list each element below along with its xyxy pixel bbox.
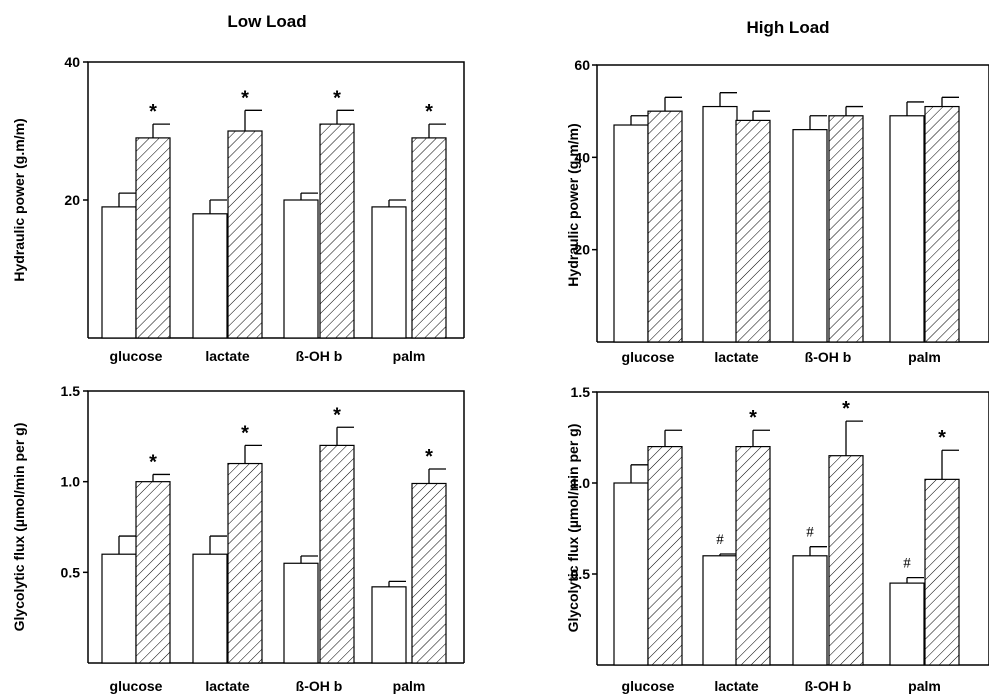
bar-beta-oh-b-open — [283, 562, 319, 664]
bar-beta-oh-b-open — [792, 555, 828, 666]
significance-star: * — [842, 398, 850, 420]
bar-beta-oh-b-hatched — [319, 123, 355, 339]
significance-star: * — [938, 427, 946, 449]
y-tick-label: 1.5 — [571, 384, 591, 400]
chart-panel-1: 20 40 Hydraulic power (g.m/m) glucose lactat… — [11, 54, 465, 364]
significance-star: * — [749, 407, 757, 429]
bar-lactate-hatched — [735, 119, 771, 343]
significance-star: * — [149, 451, 157, 473]
plot-frame — [596, 64, 989, 342]
y-tick-label: 40 — [574, 149, 590, 165]
bar-glucose-open — [613, 124, 649, 343]
y-axis-label: Glycolytic flux (µmol/min per g) — [11, 423, 27, 632]
significance-hash: # — [716, 532, 724, 548]
bar-palm-open — [371, 206, 407, 339]
bar-palm-open — [371, 586, 407, 664]
category-label: lactate — [714, 678, 759, 694]
y-tick-label: 20 — [64, 192, 80, 208]
bar-beta-oh-b-open — [792, 129, 828, 343]
category-label: ß-OH b — [805, 678, 852, 694]
bar-lactate-hatched — [735, 446, 771, 666]
significance-star: * — [333, 404, 341, 426]
significance-star: * — [425, 446, 433, 468]
significance-star: * — [333, 87, 341, 109]
bar-glucose-open — [101, 206, 137, 339]
bar-palm-hatched — [411, 482, 447, 664]
y-tick-label: 0.5 — [61, 564, 81, 580]
category-label: glucose — [110, 348, 163, 364]
y-tick-label: 60 — [574, 57, 590, 73]
y-tick-label: 40 — [64, 54, 80, 70]
category-label: palm — [393, 678, 426, 694]
chart-panel-2: 20 40 60 Hydraulic power (g.m/m) glucose lact… — [565, 57, 989, 365]
bar-lactate-open — [702, 555, 738, 666]
category-label: ß-OH b — [296, 678, 343, 694]
bar-glucose-hatched — [135, 481, 171, 664]
category-label: palm — [393, 348, 426, 364]
bar-glucose-open — [613, 482, 649, 666]
y-axis-label: Hydraulic power (g.m/m) — [11, 118, 27, 281]
chart-panel-3: 0.5 1.0 1.5 Glycolytic flux (µmol/min per g… — [11, 383, 465, 694]
bar-beta-oh-b-hatched — [828, 455, 864, 666]
plot-frame — [87, 390, 465, 663]
bar-palm-open — [889, 582, 925, 666]
chart-panel-4: 0.5 1.0 1.5 Glycolytic flux (µmol/min per g… — [565, 384, 989, 694]
category-label: glucose — [622, 678, 675, 694]
y-axis-label: Glycolytic flux (µmol/min per g) — [565, 424, 581, 633]
bar-glucose-open — [101, 553, 137, 664]
bar-palm-hatched — [411, 137, 447, 339]
y-tick-label: 1.5 — [61, 383, 81, 399]
category-label: palm — [908, 349, 941, 365]
category-label: palm — [908, 678, 941, 694]
bar-lactate-open — [192, 553, 228, 664]
title-low-load: Low Load — [227, 12, 306, 31]
y-tick-label: 1.0 — [571, 475, 591, 491]
bar-beta-oh-b-hatched — [319, 444, 355, 664]
bar-glucose-hatched — [135, 137, 171, 339]
significance-hash: # — [806, 525, 814, 541]
significance-hash: # — [903, 556, 911, 572]
bar-palm-hatched — [924, 478, 960, 666]
significance-star: * — [425, 101, 433, 123]
y-tick-label: 1.0 — [61, 474, 81, 490]
category-label: glucose — [622, 349, 675, 365]
significance-star: * — [241, 422, 249, 444]
bar-beta-oh-b-open — [283, 199, 319, 339]
category-label: lactate — [205, 348, 250, 364]
title-high-load: High Load — [746, 18, 829, 37]
plot-frame — [596, 391, 989, 665]
bar-glucose-hatched — [647, 110, 683, 343]
bar-lactate-hatched — [227, 462, 263, 664]
bar-palm-hatched — [924, 105, 960, 343]
category-label: lactate — [205, 678, 250, 694]
category-label: lactate — [714, 349, 759, 365]
significance-star: * — [241, 87, 249, 109]
bar-lactate-hatched — [227, 130, 263, 339]
significance-star: * — [149, 101, 157, 123]
bar-palm-open — [889, 115, 925, 343]
bar-lactate-open — [192, 213, 228, 339]
category-label: ß-OH b — [805, 349, 852, 365]
bar-glucose-hatched — [647, 446, 683, 666]
category-label: ß-OH b — [296, 348, 343, 364]
bar-beta-oh-b-hatched — [828, 115, 864, 343]
y-tick-label: 20 — [574, 242, 590, 258]
bar-lactate-open — [702, 105, 738, 343]
y-axis-label: Hydraulic power (g.m/m) — [565, 123, 581, 286]
category-label: glucose — [110, 678, 163, 694]
y-tick-label: 0.5 — [571, 566, 591, 582]
